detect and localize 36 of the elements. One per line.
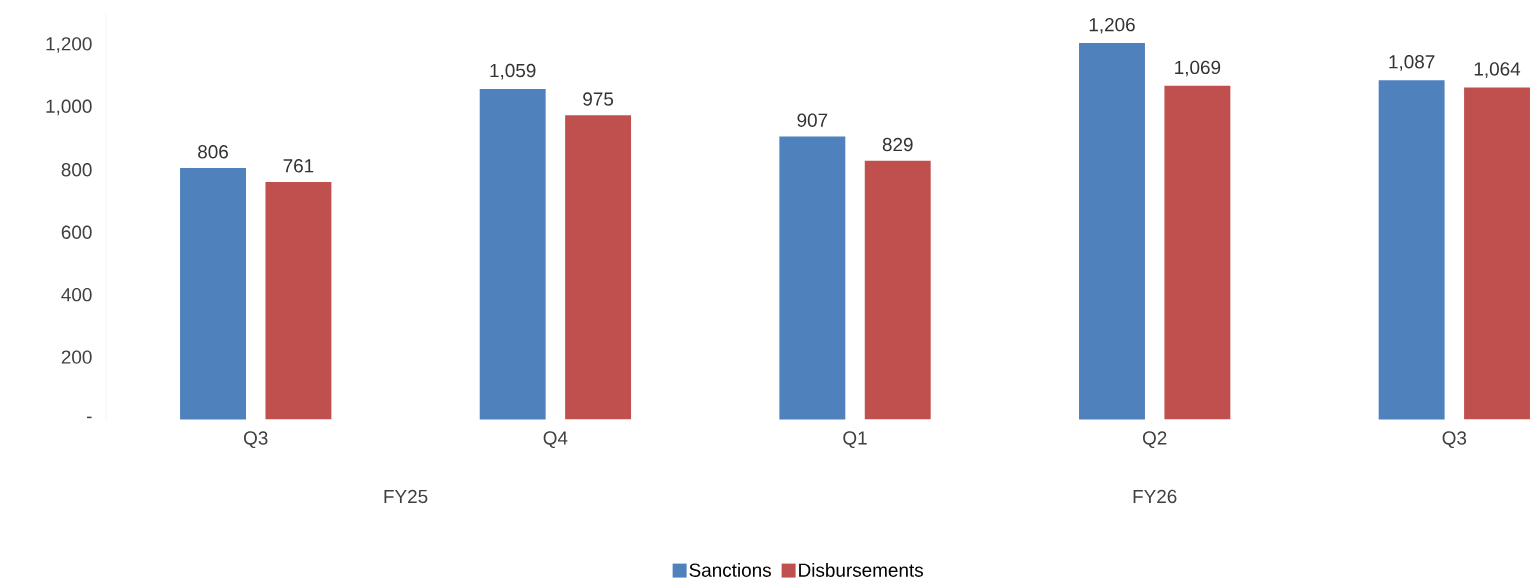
x-tick-label: Q1 [843, 431, 867, 448]
data-label: 975 [583, 92, 614, 106]
bar [1378, 80, 1445, 420]
text: FY25 [384, 489, 428, 503]
x-tick-label: Q4 [543, 431, 568, 448]
data-label: 1,059 [490, 63, 536, 80]
bar [479, 88, 546, 420]
data-label: 1,069 [1175, 60, 1221, 77]
y-tick-label: 600 [61, 225, 92, 239]
data-label: 1,064 [1474, 62, 1521, 78]
legend-label: Disbursements [799, 562, 923, 577]
bar [779, 136, 846, 420]
x-tick-label: Q3 [1442, 431, 1467, 448]
y-tick-label: 400 [61, 287, 92, 302]
x-tick-label: Q3 [244, 431, 268, 448]
data-label: 1,206 [1089, 17, 1135, 34]
data-label: 829 [882, 137, 913, 152]
bar [1164, 85, 1231, 420]
bar [265, 181, 332, 420]
x-tick-label: Q2 [1142, 431, 1167, 448]
bar [565, 115, 632, 420]
bar [864, 160, 931, 420]
y-tick-label: 800 [61, 162, 92, 177]
y-tick-label: 1,200 [46, 36, 92, 53]
y-tick-label: 200 [61, 350, 92, 364]
data-label: 761 [283, 158, 314, 173]
data-label: 1,087 [1389, 54, 1435, 71]
bar [1079, 42, 1145, 420]
data-label: 806 [198, 144, 228, 159]
legend-label: Sanctions [689, 562, 771, 577]
y-tick-label: 1,000 [46, 99, 92, 116]
text: FY26 [1133, 489, 1177, 503]
bar [1464, 87, 1530, 420]
data-label: 907 [797, 113, 828, 127]
bar [180, 167, 246, 420]
y-tick-label: - [86, 416, 92, 418]
